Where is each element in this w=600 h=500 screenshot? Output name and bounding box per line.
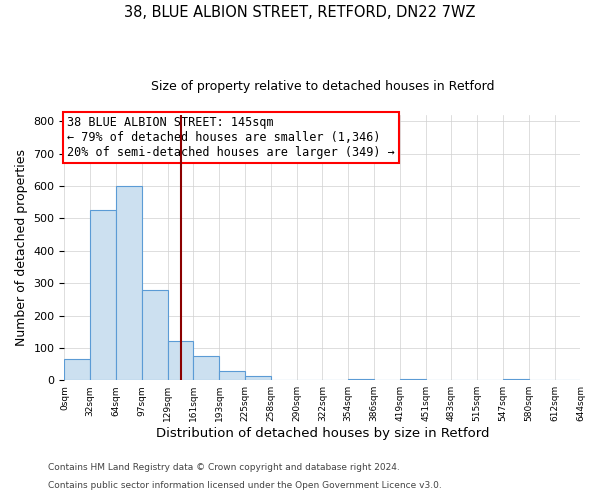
- Bar: [90, 210, 116, 380]
- Bar: [142, 290, 168, 380]
- Bar: [116, 186, 142, 380]
- Bar: [503, 379, 529, 380]
- Text: 38, BLUE ALBION STREET, RETFORD, DN22 7WZ: 38, BLUE ALBION STREET, RETFORD, DN22 7W…: [124, 5, 476, 20]
- Y-axis label: Number of detached properties: Number of detached properties: [15, 149, 28, 346]
- Title: Size of property relative to detached houses in Retford: Size of property relative to detached ho…: [151, 80, 494, 93]
- Bar: [219, 371, 245, 380]
- Bar: [193, 356, 219, 380]
- Bar: [245, 376, 271, 380]
- Text: Contains HM Land Registry data © Crown copyright and database right 2024.: Contains HM Land Registry data © Crown c…: [48, 464, 400, 472]
- Bar: [348, 378, 374, 380]
- Bar: [168, 342, 193, 380]
- Text: 38 BLUE ALBION STREET: 145sqm
← 79% of detached houses are smaller (1,346)
20% o: 38 BLUE ALBION STREET: 145sqm ← 79% of d…: [67, 116, 395, 160]
- Text: Contains public sector information licensed under the Open Government Licence v3: Contains public sector information licen…: [48, 481, 442, 490]
- X-axis label: Distribution of detached houses by size in Retford: Distribution of detached houses by size …: [156, 427, 489, 440]
- Bar: [64, 359, 90, 380]
- Bar: [400, 379, 426, 380]
